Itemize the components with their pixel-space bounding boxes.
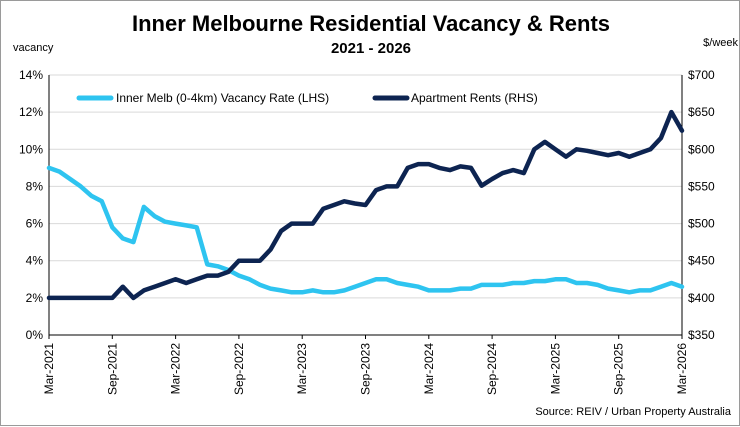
x-tick-label: Mar-2022 xyxy=(169,343,183,395)
right-tick-label: $700 xyxy=(688,68,715,82)
x-tick-label: Sep-2024 xyxy=(485,343,499,395)
gridlines xyxy=(49,74,682,299)
right-tick-label: $450 xyxy=(688,254,715,268)
chart-subtitle: 2021 - 2026 xyxy=(331,40,411,57)
apartment-rents-line xyxy=(46,109,685,301)
right-axis-unit: $/week xyxy=(703,37,738,49)
left-tick-label: 2% xyxy=(26,291,44,305)
right-tick-label: $550 xyxy=(688,179,715,193)
x-tick-label: Mar-2024 xyxy=(422,343,436,395)
right-tick-label: $350 xyxy=(688,328,715,342)
x-tick-label: Sep-2025 xyxy=(612,343,626,395)
legend-label-vacancy: Inner Melb (0-4km) Vacancy Rate (LHS) xyxy=(116,91,329,105)
right-tick-label: $500 xyxy=(688,217,715,231)
source-note: Source: REIV / Urban Property Australia xyxy=(535,406,732,418)
x-tick-label: Sep-2023 xyxy=(359,343,373,395)
left-axis-ticks: 0% 2% 4% 6% 8% 10% 12% 14% xyxy=(19,68,43,342)
left-tick-label: 10% xyxy=(19,142,43,156)
left-tick-label: 12% xyxy=(19,105,43,119)
x-tick-label: Mar-2023 xyxy=(295,343,309,395)
x-axis-ticks: Mar-2021 Sep-2021 Mar-2022 Sep-2022 Mar-2023… xyxy=(42,335,689,395)
right-tick-label: $650 xyxy=(688,105,715,119)
right-tick-label: $600 xyxy=(688,142,715,156)
left-axis-unit: vacancy xyxy=(13,42,54,54)
x-tick-label: Sep-2021 xyxy=(105,343,119,395)
left-tick-label: 6% xyxy=(26,217,44,231)
chart-title: Inner Melbourne Residential Vacancy & Re… xyxy=(132,11,610,36)
right-axis-ticks: $350 $400 $450 $500 $550 $600 $650 $700 xyxy=(688,68,715,342)
x-tick-label: Mar-2025 xyxy=(548,343,562,395)
vacancy-rate-line xyxy=(46,165,685,295)
left-tick-label: 14% xyxy=(19,68,43,82)
left-tick-label: 0% xyxy=(26,328,44,342)
left-tick-label: 4% xyxy=(26,254,44,268)
x-tick-label: Sep-2022 xyxy=(232,343,246,395)
x-tick-label: Mar-2021 xyxy=(42,343,56,395)
legend: Inner Melb (0-4km) Vacancy Rate (LHS) Ap… xyxy=(76,91,538,105)
legend-label-rents: Apartment Rents (RHS) xyxy=(411,91,538,105)
left-tick-label: 8% xyxy=(26,179,44,193)
right-tick-label: $400 xyxy=(688,291,715,305)
series-lines xyxy=(46,109,685,301)
x-tick-label: Mar-2026 xyxy=(675,343,689,395)
